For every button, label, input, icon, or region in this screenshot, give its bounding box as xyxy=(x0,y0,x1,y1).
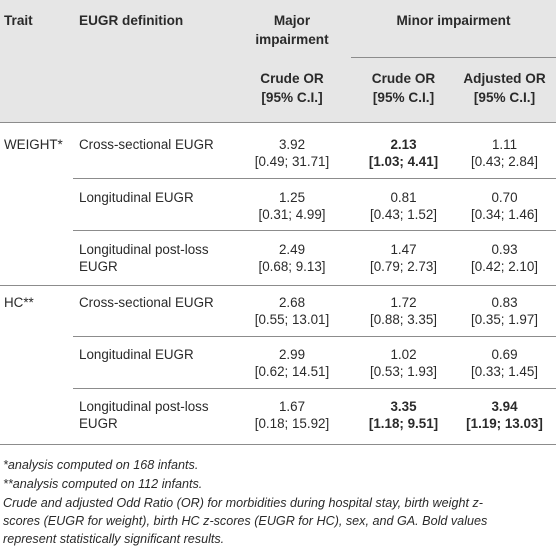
row-definition-line2: EUGR xyxy=(79,416,118,431)
minor-crude-ci-value: [0.43; 1.52] xyxy=(369,207,437,222)
row-definition: Longitudinal post-loss xyxy=(79,242,209,257)
major-crude-ci-value: [0.18; 15.92] xyxy=(254,416,330,431)
major-crude-or-value: 1.67 xyxy=(278,399,306,414)
adjusted-or-value: 0.69 xyxy=(491,347,518,362)
adjusted-or-value: 0.83 xyxy=(491,295,518,310)
adjusted-or-value: 0.93 xyxy=(491,242,518,257)
header-minor-crude-or: Crude OR xyxy=(371,71,436,86)
minor-crude-ci-value: [0.88; 3.35] xyxy=(369,312,437,327)
table-bottom-rule xyxy=(0,444,556,445)
major-crude-ci-value: [0.68; 9.13] xyxy=(258,259,326,274)
adjusted-or-value: 3.94 xyxy=(491,399,518,414)
minor-crude-or-value: 3.35 xyxy=(390,399,417,414)
header-minor-crude-ci: [95% C.I.] xyxy=(372,90,435,105)
table-header-background xyxy=(0,0,556,122)
row-divider xyxy=(73,230,556,231)
row-definition: Cross-sectional EUGR xyxy=(79,137,214,152)
header-minor-underline xyxy=(351,57,556,58)
header-trait: Trait xyxy=(4,13,33,28)
header-adjusted-ci: [95% C.I.] xyxy=(473,90,536,105)
adjusted-ci-value: [0.43; 2.84] xyxy=(470,154,538,169)
header-bottom-rule xyxy=(0,122,556,123)
header-major-line2: impairment xyxy=(255,32,329,47)
adjusted-ci-value: [0.35; 1.97] xyxy=(470,312,538,327)
row-divider xyxy=(73,178,556,179)
group-divider xyxy=(0,285,556,286)
minor-crude-or-value: 1.47 xyxy=(390,242,417,257)
major-crude-or-value: 2.49 xyxy=(278,242,306,257)
footnote-weight: *analysis computed on 168 infants. xyxy=(3,458,199,472)
adjusted-or-value: 1.11 xyxy=(491,137,518,152)
row-definition-line2: EUGR xyxy=(79,259,118,274)
header-major-crude-or: Crude OR xyxy=(260,71,324,86)
footnote-description-line2: scores (EUGR for weight), birth HC z-sco… xyxy=(3,514,488,528)
minor-crude-or-value: 1.02 xyxy=(390,347,417,362)
major-crude-or-value: 2.68 xyxy=(278,295,306,310)
adjusted-ci-value: [0.34; 1.46] xyxy=(470,207,538,222)
minor-crude-or-value: 0.81 xyxy=(390,190,417,205)
header-eugr-definition: EUGR definition xyxy=(79,13,184,28)
header-minor-impairment: Minor impairment xyxy=(396,13,511,28)
major-crude-or-value: 1.25 xyxy=(278,190,306,205)
adjusted-or-value: 0.70 xyxy=(491,190,518,205)
major-crude-or-value: 3.92 xyxy=(278,137,306,152)
row-definition: Longitudinal EUGR xyxy=(79,190,194,205)
row-definition: Longitudinal EUGR xyxy=(79,347,194,362)
minor-crude-or-value: 2.13 xyxy=(390,137,417,152)
adjusted-ci-value: [0.33; 1.45] xyxy=(470,364,538,379)
footnote-hc: **analysis computed on 112 infants. xyxy=(3,477,203,491)
row-divider xyxy=(73,336,556,337)
header-adjusted-or: Adjusted OR xyxy=(463,71,546,86)
minor-crude-ci-value: [0.79; 2.73] xyxy=(369,259,437,274)
header-major-ci: [95% C.I.] xyxy=(261,90,323,105)
row-definition: Cross-sectional EUGR xyxy=(79,295,214,310)
row-divider xyxy=(73,388,556,389)
adjusted-ci-value: [0.42; 2.10] xyxy=(470,259,538,274)
major-crude-ci-value: [0.49; 31.71] xyxy=(254,154,330,169)
row-definition: Longitudinal post-loss xyxy=(79,399,209,414)
trait-hc: HC** xyxy=(4,295,34,310)
adjusted-ci-value: [1.19; 13.03] xyxy=(466,416,543,431)
trait-weight: WEIGHT* xyxy=(4,137,63,152)
minor-crude-ci-value: [0.53; 1.93] xyxy=(369,364,437,379)
header-major-line1: Major xyxy=(273,13,311,28)
major-crude-or-value: 2.99 xyxy=(278,347,306,362)
major-crude-ci-value: [0.62; 14.51] xyxy=(254,364,330,379)
major-crude-ci-value: [0.31; 4.99] xyxy=(258,207,326,222)
footnote-description-line1: Crude and adjusted Odd Ratio (OR) for mo… xyxy=(3,496,483,510)
minor-crude-ci-value: [1.03; 4.41] xyxy=(368,154,439,169)
footnote-description-line3: represent statistically significant resu… xyxy=(3,532,225,546)
major-crude-ci-value: [0.55; 13.01] xyxy=(254,312,330,327)
minor-crude-or-value: 1.72 xyxy=(390,295,417,310)
minor-crude-ci-value: [1.18; 9.51] xyxy=(368,416,439,431)
